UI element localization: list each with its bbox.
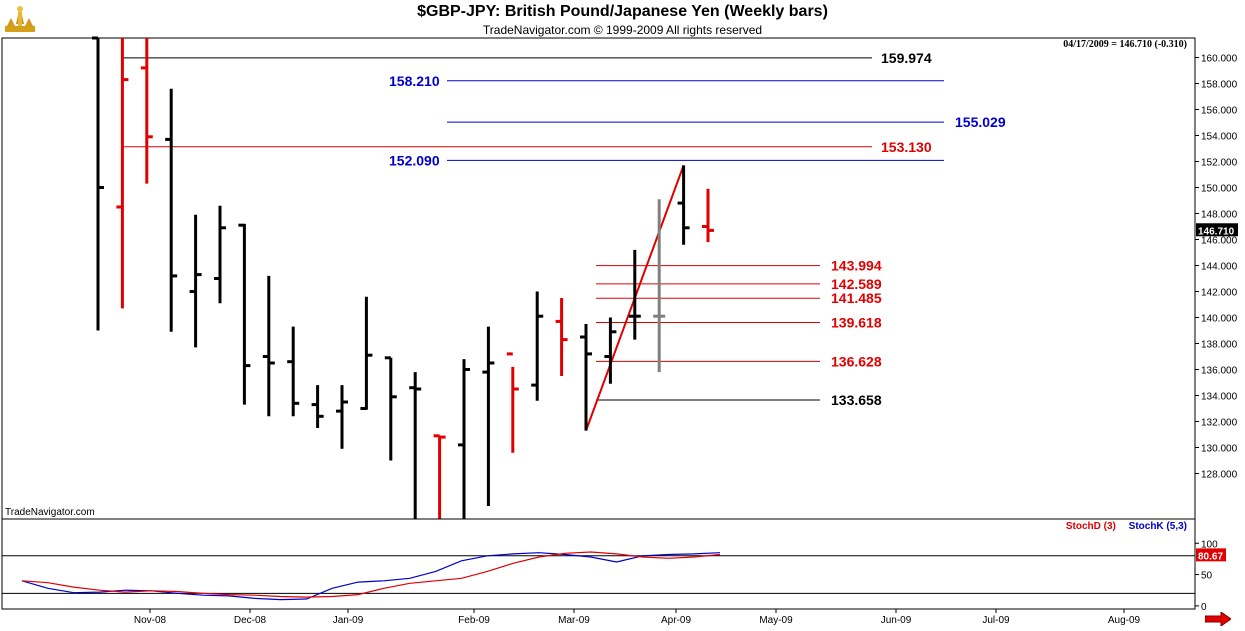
stoch-tick-label: 50: [1201, 571, 1213, 582]
chart-header: $GBP-JPY: British Pound/Japanese Yen (We…: [0, 0, 1245, 38]
price-tick-label: 152.000: [1201, 158, 1238, 169]
level-label: 133.658: [831, 392, 882, 408]
level-label: 159.974: [881, 50, 932, 66]
level-label: 143.994: [831, 258, 882, 274]
level-label: 158.210: [389, 73, 440, 89]
ohlc-bar: [214, 205, 226, 304]
ohlc-bars: [92, 36, 714, 519]
ohlc-bar: [580, 324, 592, 431]
ohlc-bar: [409, 372, 422, 519]
level-label: 136.628: [831, 353, 882, 369]
stochk-legend-label: StochK (5,3): [1128, 521, 1187, 532]
level-label: 152.090: [389, 152, 440, 168]
level-label: 142.589: [831, 276, 882, 292]
x-tick-label: Dec-08: [234, 615, 267, 626]
price-tick-label: 154.000: [1201, 132, 1238, 143]
stoch-last-label: 80.67: [1198, 551, 1223, 562]
ohlc-bar: [677, 165, 690, 245]
last-price-label: 146.710: [1198, 226, 1235, 237]
x-tick-label: Apr-09: [661, 615, 691, 626]
level-label: 153.130: [881, 139, 932, 155]
ohlc-bar: [165, 88, 178, 332]
price-levels: 159.974 158.210 155.029 153.130 152.090 143.9…: [122, 50, 1006, 408]
price-tick-label: 150.000: [1201, 184, 1238, 195]
x-tick-label: Aug-09: [1108, 615, 1141, 626]
price-tick-label: 140.000: [1201, 314, 1238, 325]
ohlc-bar: [433, 434, 446, 519]
stoch-panel-border: [1, 518, 1196, 610]
price-tick-label: 142.000: [1201, 288, 1238, 299]
price-tick-label: 136.000: [1201, 366, 1238, 377]
price-tick-label: 134.000: [1201, 392, 1238, 403]
scroll-right-arrow-icon[interactable]: [1205, 612, 1231, 626]
trade-navigator-logo: [5, 6, 35, 32]
stochk-line: [21, 552, 721, 601]
ohlc-bar: [140, 38, 153, 184]
ohlc-bar: [482, 326, 495, 506]
level-label: 155.029: [955, 114, 1006, 130]
last-price-box: [1196, 223, 1238, 237]
ohlc-bar: [189, 214, 202, 348]
stoch-tick-label: 100: [1201, 539, 1218, 550]
stochd-legend-label: StochD (3): [1065, 521, 1116, 532]
level-label: 141.485: [831, 290, 882, 306]
price-panel-frame: [1, 37, 1196, 520]
ohlc-bar: [311, 385, 324, 428]
price-tick-label: 130.000: [1201, 444, 1238, 455]
stochastic-legend: StochD (3) StochK (5,3): [1056, 521, 1187, 532]
chart-title: $GBP-JPY: British Pound/Japanese Yen (We…: [417, 3, 828, 20]
ohlc-bar: [702, 188, 714, 243]
price-tick-label: 146.000: [1201, 236, 1238, 247]
stoch-last-box: [1196, 548, 1226, 562]
copyright-subtitle: TradeNavigator.com © 1999-2009 All right…: [482, 23, 763, 37]
date-axis: Nov-08 Dec-08 Jan-09 Feb-09 Mar-09 Apr-09 May-…: [2, 608, 1195, 626]
ohlc-bar: [116, 38, 129, 309]
x-tick-label: Mar-09: [558, 615, 590, 626]
ohlc-bar: [384, 356, 397, 461]
price-tick-label: 160.000: [1201, 54, 1238, 65]
ohlc-bar: [262, 275, 275, 417]
price-tick-label: 156.000: [1201, 106, 1238, 117]
price-tick-label: 128.000: [1201, 470, 1238, 481]
ohlc-bar: [336, 385, 348, 449]
ohlc-bar: [92, 36, 104, 331]
ohlc-bar: [287, 326, 300, 417]
ohlc-bar: [555, 298, 568, 376]
ohlc-bar: [360, 296, 373, 410]
price-tick-label: 144.000: [1201, 262, 1238, 273]
x-tick-label: Jan-09: [333, 615, 364, 626]
price-axis: 128.000 130.000 132.000 134.000 136.000 138.0…: [1195, 54, 1238, 481]
x-tick-label: May-09: [759, 615, 793, 626]
price-tick-label: 148.000: [1201, 210, 1238, 221]
stoch-tick-label: 0: [1201, 602, 1207, 613]
watermark: TradeNavigator.com: [5, 507, 95, 518]
price-tick-label: 158.000: [1201, 80, 1238, 91]
ohlc-bar: [238, 223, 251, 405]
last-quote: 04/17/2009 = 146.710 (-0.310): [1063, 39, 1187, 50]
ohlc-bar: [506, 352, 519, 453]
ohlc-bar: [653, 199, 666, 373]
level-label: 139.618: [831, 314, 882, 330]
x-tick-label: Jun-09: [881, 615, 912, 626]
x-tick-label: Nov-08: [134, 615, 167, 626]
price-tick-label: 132.000: [1201, 418, 1238, 429]
x-tick-label: Jul-09: [982, 615, 1010, 626]
price-tick-label: 138.000: [1201, 340, 1238, 351]
ohlc-bar: [628, 249, 641, 340]
x-tick-label: Feb-09: [458, 615, 490, 626]
ohlc-bar: [604, 317, 617, 384]
stochd-line: [21, 551, 721, 598]
ohlc-bar: [458, 359, 470, 519]
price-panel-border: [1, 37, 1196, 520]
ohlc-bar: [531, 291, 544, 401]
